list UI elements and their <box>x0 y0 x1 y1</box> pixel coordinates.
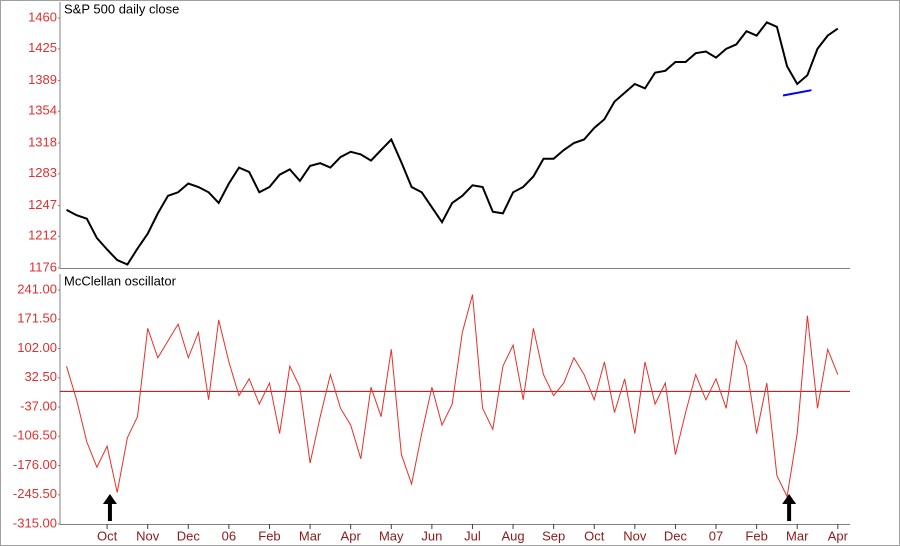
x-tick-label: May <box>379 528 404 543</box>
y-tick-label: -106.50 <box>13 428 57 443</box>
x-tick-label: Jun <box>421 528 442 543</box>
y-tick-label: -37.00 <box>20 398 57 413</box>
x-tick-label: Aug <box>501 528 524 543</box>
y-tick-label: 1247 <box>28 197 57 212</box>
x-tick-label: Mar <box>786 528 809 543</box>
x-tick-label: Apr <box>828 528 849 543</box>
y-tick-label: 1389 <box>28 72 57 87</box>
y-tick-label: -176.00 <box>13 457 57 472</box>
y-tick-label: 1460 <box>28 9 57 24</box>
series-line <box>66 294 839 499</box>
x-tick-label: Apr <box>341 528 362 543</box>
x-tick-label: Jul <box>464 528 481 543</box>
y-tick-label: 1176 <box>29 259 57 274</box>
y-tick-label: 171.50 <box>17 311 57 326</box>
y-tick-label: 1212 <box>28 228 57 243</box>
y-tick-label: 1354 <box>28 103 57 118</box>
y-tick-label: 1425 <box>28 40 57 55</box>
x-tick-label: 06 <box>222 528 236 543</box>
chart-title: S&P 500 daily close <box>64 1 179 16</box>
arrow <box>782 494 797 521</box>
x-tick-label: Dec <box>177 528 201 543</box>
x-tick-label: Sep <box>542 528 565 543</box>
x-tick-label: Feb <box>745 528 767 543</box>
y-tick-label: 32.50 <box>24 369 57 384</box>
y-tick-label: -315.00 <box>13 515 57 530</box>
arrow <box>102 494 117 521</box>
y-tick-label: 1318 <box>28 134 57 149</box>
y-tick-label: 241.00 <box>17 281 57 296</box>
x-tick-label: Mar <box>299 528 322 543</box>
trendline <box>782 89 812 97</box>
y-tick-label: 102.00 <box>17 340 57 355</box>
x-tick-label: Dec <box>664 528 688 543</box>
x-tick-label: Nov <box>623 528 647 543</box>
x-tick-label: Nov <box>136 528 160 543</box>
series-line <box>66 21 839 266</box>
x-tick-label: Oct <box>97 528 118 543</box>
y-tick-label: 1283 <box>28 165 57 180</box>
y-tick-label: -245.50 <box>13 486 57 501</box>
chart-title: McClellan oscillator <box>64 273 177 288</box>
x-tick-label: Feb <box>258 528 280 543</box>
x-tick-label: 07 <box>709 528 723 543</box>
x-tick-label: Oct <box>584 528 605 543</box>
